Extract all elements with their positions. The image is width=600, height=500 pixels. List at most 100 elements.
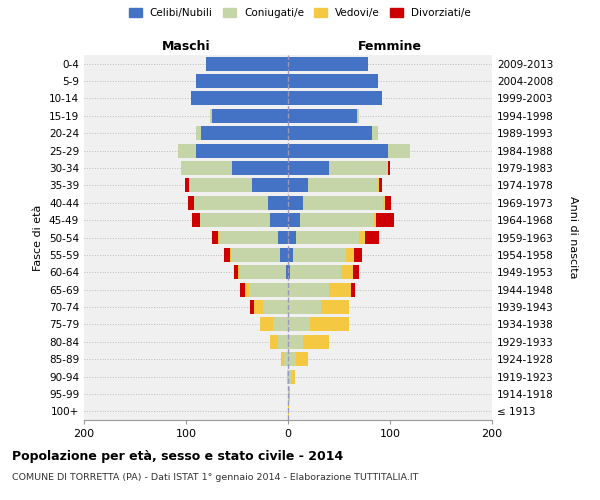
Bar (278, 335, 288, 348)
Bar (288, 126, 371, 140)
Bar (329, 282, 351, 296)
Bar (385, 196, 391, 209)
Bar (288, 370, 291, 384)
Bar (288, 92, 382, 106)
Bar (269, 213, 288, 227)
Bar (245, 282, 249, 296)
Bar (288, 196, 304, 209)
Bar (388, 161, 390, 175)
Bar (288, 109, 358, 123)
Bar (234, 266, 238, 279)
Bar (249, 282, 288, 296)
Bar (355, 248, 362, 262)
Bar (254, 300, 263, 314)
Bar (288, 404, 289, 418)
Bar (304, 196, 383, 209)
Bar (288, 352, 296, 366)
Bar (268, 196, 288, 209)
Bar (288, 56, 368, 70)
Bar (185, 178, 189, 192)
Bar (231, 248, 280, 262)
Bar (358, 109, 359, 123)
Bar (288, 300, 320, 314)
Text: Femmine: Femmine (358, 40, 422, 54)
Bar (376, 213, 394, 227)
Bar (365, 230, 379, 244)
Bar (288, 248, 293, 262)
Bar (288, 335, 304, 348)
Bar (383, 196, 385, 209)
Text: Maschi: Maschi (161, 40, 211, 54)
Bar (238, 266, 240, 279)
Bar (288, 387, 289, 401)
Bar (178, 144, 196, 158)
Bar (310, 318, 349, 332)
Bar (329, 161, 388, 175)
Bar (288, 230, 296, 244)
Bar (341, 266, 353, 279)
Bar (230, 248, 231, 262)
Bar (288, 144, 388, 158)
Bar (378, 178, 379, 192)
Bar (269, 335, 278, 348)
Bar (288, 178, 308, 192)
Bar (212, 109, 288, 123)
Bar (200, 213, 269, 227)
Bar (263, 300, 288, 314)
Bar (196, 144, 288, 158)
Bar (288, 213, 300, 227)
Bar (253, 178, 288, 192)
Bar (224, 248, 230, 262)
Bar (196, 126, 202, 140)
Bar (308, 178, 378, 192)
Bar (202, 126, 288, 140)
Bar (346, 248, 355, 262)
Bar (290, 266, 341, 279)
Bar (287, 370, 288, 384)
Bar (181, 161, 232, 175)
Bar (304, 335, 329, 348)
Bar (296, 230, 359, 244)
Bar (211, 109, 212, 123)
Bar (288, 318, 310, 332)
Bar (284, 352, 288, 366)
Text: COMUNE DI TORRETTA (PA) - Dati ISTAT 1° gennaio 2014 - Elaborazione TUTTITALIA.I: COMUNE DI TORRETTA (PA) - Dati ISTAT 1° … (12, 472, 418, 482)
Bar (388, 144, 410, 158)
Bar (206, 56, 288, 70)
Bar (288, 282, 329, 296)
Bar (273, 318, 288, 332)
Bar (289, 387, 290, 401)
Bar (300, 213, 374, 227)
Bar (188, 196, 194, 209)
Bar (320, 300, 349, 314)
Bar (359, 230, 365, 244)
Bar (240, 282, 245, 296)
Legend: Celibi/Nubili, Coniugati/e, Vedovi/e, Divorziati/e: Celibi/Nubili, Coniugati/e, Vedovi/e, Di… (126, 5, 474, 21)
Text: Popolazione per età, sesso e stato civile - 2014: Popolazione per età, sesso e stato civil… (12, 450, 343, 463)
Bar (189, 178, 253, 192)
Bar (286, 266, 288, 279)
Bar (196, 74, 288, 88)
Bar (351, 282, 355, 296)
Bar (250, 300, 254, 314)
Bar (240, 266, 286, 279)
Bar (191, 92, 288, 106)
Bar (288, 266, 290, 279)
Bar (194, 196, 268, 209)
Bar (288, 74, 378, 88)
Bar (296, 352, 308, 366)
Bar (291, 370, 295, 384)
Bar (374, 213, 376, 227)
Bar (293, 248, 346, 262)
Bar (212, 230, 218, 244)
Y-axis label: Anni di nascita: Anni di nascita (568, 196, 578, 279)
Bar (218, 230, 278, 244)
Bar (278, 230, 288, 244)
Bar (260, 318, 273, 332)
Bar (353, 266, 359, 279)
Bar (232, 161, 288, 175)
Bar (288, 161, 329, 175)
Bar (280, 248, 288, 262)
Bar (371, 126, 378, 140)
Y-axis label: Fasce di età: Fasce di età (34, 204, 43, 270)
